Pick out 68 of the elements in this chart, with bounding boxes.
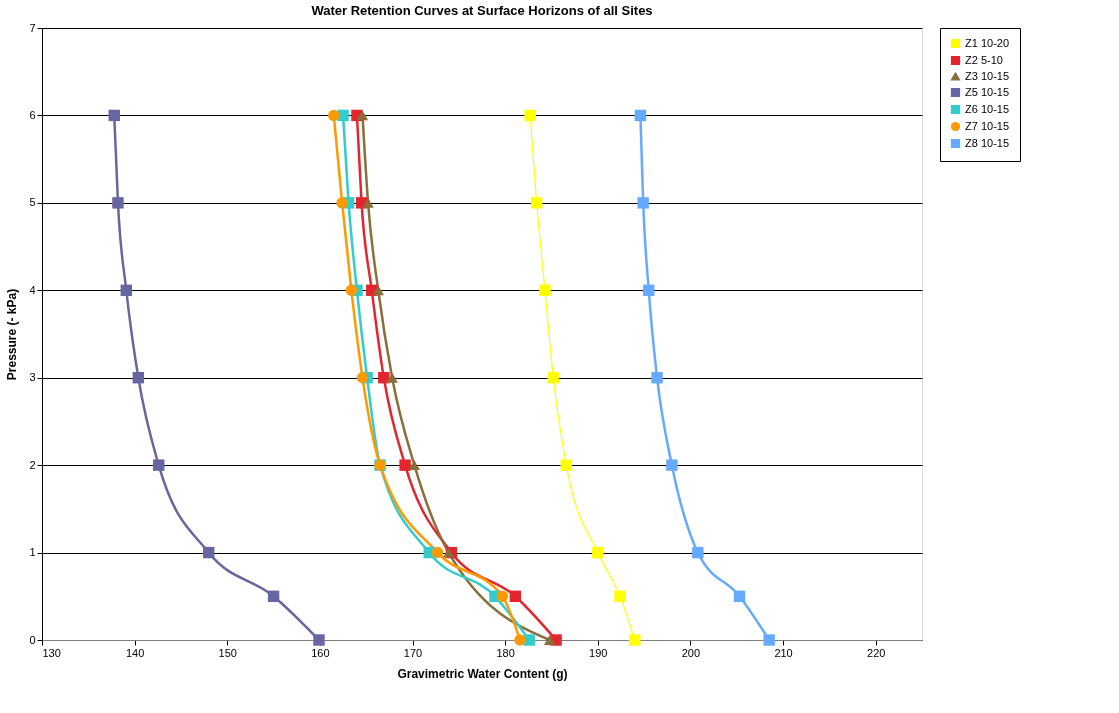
x-tick-label: 170 xyxy=(403,646,423,659)
point xyxy=(372,285,384,296)
legend-label: Z3 10-15 xyxy=(965,69,1010,82)
x-tick-label: 210 xyxy=(774,646,793,659)
point xyxy=(524,109,536,122)
point xyxy=(153,459,165,471)
point xyxy=(399,459,411,471)
point xyxy=(763,634,775,646)
chart-title: Water Retention Curves at Surface Horizons of all Sites xyxy=(311,3,653,18)
point xyxy=(543,635,556,645)
point xyxy=(112,197,124,209)
point xyxy=(313,634,325,646)
x-tick-label: 130 xyxy=(42,646,61,659)
point xyxy=(336,197,348,209)
point xyxy=(560,459,572,471)
point xyxy=(634,109,647,122)
point xyxy=(345,284,358,296)
point xyxy=(120,284,132,296)
point xyxy=(509,590,522,602)
x-tick-label: 160 xyxy=(311,646,330,659)
point xyxy=(356,372,369,384)
y-axis-title: Pressure (- kPa) xyxy=(5,288,20,381)
legend-label: Z2 5-10 xyxy=(965,53,1003,66)
y-tick-label: 3 xyxy=(29,371,36,384)
x-tick-label: 200 xyxy=(681,646,701,659)
point xyxy=(523,634,535,646)
legend-label: Z8 10-15 xyxy=(965,136,1010,149)
point xyxy=(203,546,215,559)
point xyxy=(108,109,120,122)
legend-label: Z7 10-15 xyxy=(965,119,1010,132)
y-tick-label: 7 xyxy=(29,21,36,34)
point xyxy=(362,197,374,208)
point xyxy=(496,590,509,602)
point xyxy=(643,284,655,296)
point xyxy=(539,284,551,296)
point xyxy=(733,590,746,602)
y-tick-label: 5 xyxy=(29,196,36,209)
legend-label: Z6 10-15 xyxy=(965,102,1010,115)
x-tick-label: 190 xyxy=(589,646,608,659)
y-tick-label: 0 xyxy=(29,633,36,646)
point xyxy=(592,546,604,559)
point xyxy=(408,460,421,471)
legend-label: Z1 10-20 xyxy=(965,36,1010,49)
point xyxy=(614,590,626,602)
point xyxy=(666,459,678,471)
point xyxy=(547,372,560,384)
point xyxy=(692,546,704,559)
y-tick-label: 6 xyxy=(29,108,36,121)
x-tick-label: 220 xyxy=(867,646,886,659)
point xyxy=(356,110,369,121)
point xyxy=(328,109,340,122)
legend-label: Z5 10-15 xyxy=(965,85,1010,98)
point xyxy=(431,546,444,559)
y-tick-label: 1 xyxy=(29,546,36,559)
point xyxy=(132,372,145,384)
point xyxy=(267,590,280,602)
point xyxy=(386,372,398,383)
point xyxy=(651,372,663,384)
y-tick-label: 2 xyxy=(29,458,36,471)
point xyxy=(629,634,641,646)
y-tick-label: 4 xyxy=(29,283,36,296)
x-tick-label: 180 xyxy=(496,646,515,659)
x-tick-label: 150 xyxy=(218,646,237,659)
x-axis-title: Gravimetric Water Content (g) xyxy=(397,666,568,681)
point xyxy=(637,197,649,209)
x-tick-label: 140 xyxy=(125,646,145,659)
point xyxy=(514,634,526,646)
point xyxy=(530,197,543,209)
